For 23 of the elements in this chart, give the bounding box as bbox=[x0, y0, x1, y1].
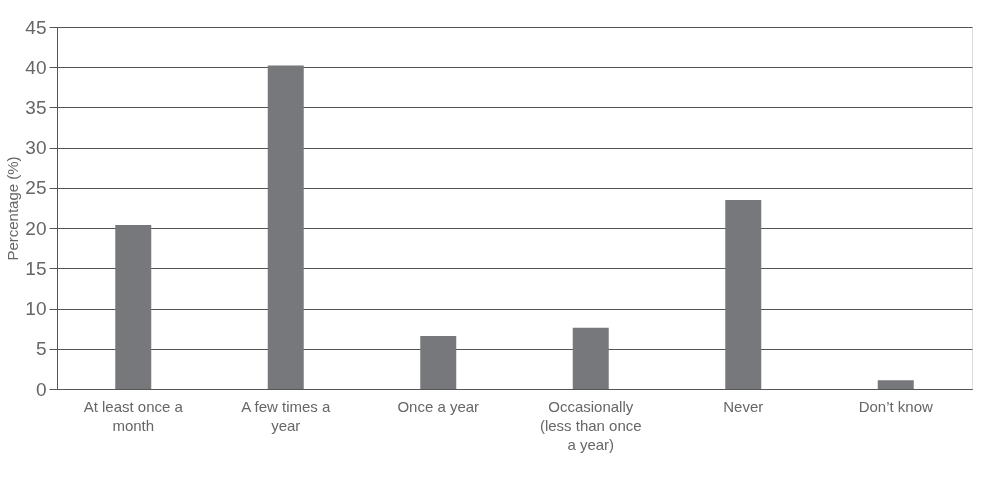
y-tick-label: 30 bbox=[25, 137, 47, 159]
y-tick-label: 5 bbox=[35, 338, 47, 360]
bar bbox=[420, 335, 457, 389]
y-tick-label: 45 bbox=[25, 16, 47, 38]
x-tick-label: Once a year bbox=[397, 397, 480, 415]
x-tick-label: Occasionally (less than once a year) bbox=[539, 397, 642, 453]
y-tick-label: 25 bbox=[25, 177, 47, 199]
y-tick-label: 15 bbox=[25, 257, 47, 279]
bar bbox=[725, 199, 762, 389]
x-tick-label: A few times a year bbox=[241, 397, 332, 434]
x-tick-label: Don’t know bbox=[858, 397, 934, 415]
y-tick-label: 20 bbox=[25, 217, 47, 239]
bar bbox=[115, 224, 152, 389]
y-tick-label: 10 bbox=[25, 298, 47, 320]
y-tick-label: 35 bbox=[25, 96, 47, 118]
x-tick-label: At least once a month bbox=[83, 397, 184, 434]
bar bbox=[877, 380, 914, 389]
bar bbox=[572, 327, 609, 389]
x-tick-label: Never bbox=[723, 397, 764, 415]
y-tick-label: 40 bbox=[25, 56, 47, 78]
bar bbox=[267, 65, 304, 389]
y-tick-label: 0 bbox=[35, 378, 47, 400]
y-axis-title: Percentage (%) bbox=[4, 156, 22, 261]
